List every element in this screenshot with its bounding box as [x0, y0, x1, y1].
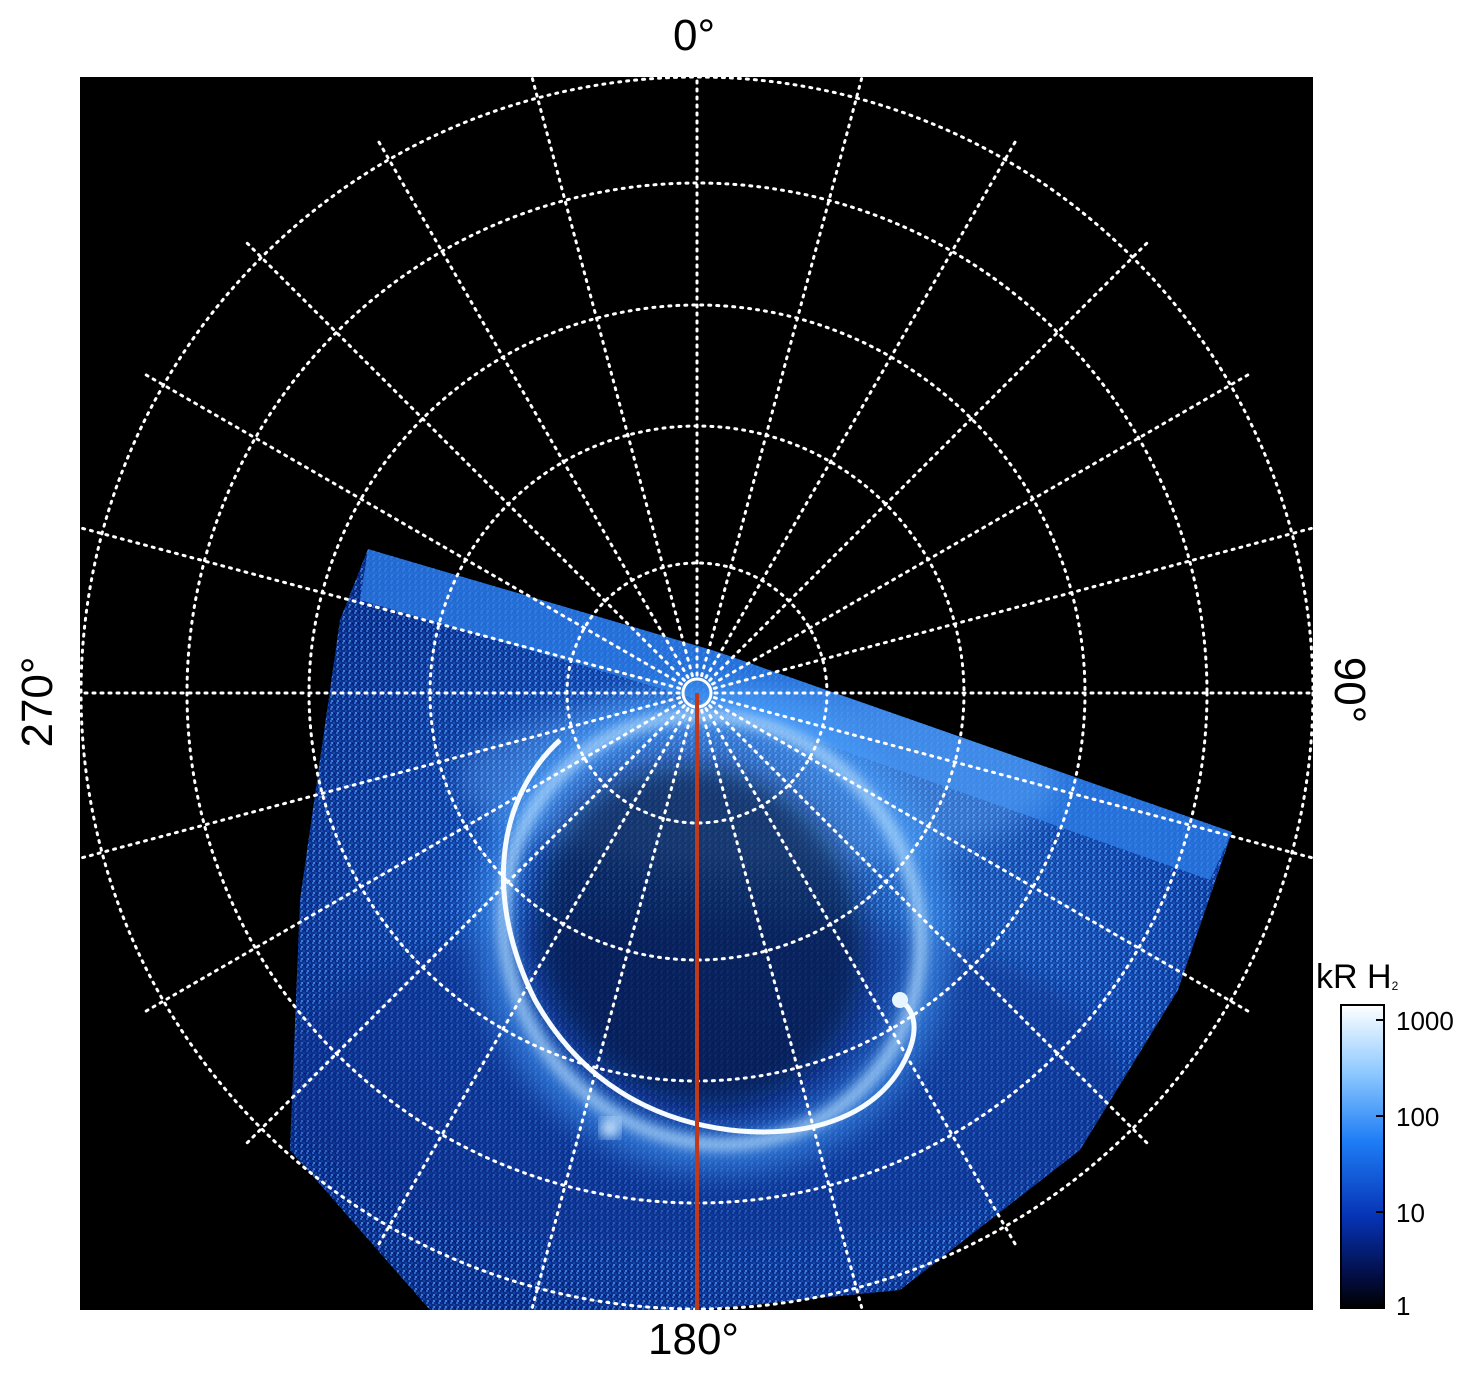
axis-label-180: 180° [648, 1315, 740, 1364]
colorbar-tick-label: 10 [1396, 1198, 1425, 1228]
grid-spoke [700, 77, 864, 678]
grid-spoke [708, 704, 1152, 1148]
grid-spoke [704, 707, 1019, 1249]
axis-label-90: 90° [1325, 656, 1374, 724]
colorbar-title-text: kR H [1316, 958, 1392, 996]
grid-spoke [530, 77, 694, 678]
grid-spoke [711, 371, 1253, 686]
colorbar [1340, 1004, 1385, 1309]
colorbar-ticks [1376, 1019, 1384, 1306]
grid-spoke [530, 708, 694, 1310]
grid-spoke [708, 238, 1152, 682]
grid-spoke [80, 696, 682, 860]
grid-spoke [375, 137, 690, 679]
grid-spoke [242, 238, 686, 682]
grid-spoke [375, 707, 690, 1249]
axis-label-0: 0° [673, 11, 716, 60]
grid-spoke [712, 526, 1313, 690]
axis-label-270: 270° [13, 656, 62, 748]
grid-spoke [141, 700, 683, 1015]
colorbar-title-subscript: 2 [1391, 979, 1399, 993]
colorbar-tick-label: 1 [1396, 1291, 1411, 1321]
grid-spoke [712, 696, 1313, 860]
grid-spoke [242, 704, 686, 1148]
colorbar-tick-label: 1000 [1396, 1006, 1454, 1036]
colorbar-tick-label: 100 [1396, 1102, 1440, 1132]
grid-spoke [700, 708, 864, 1310]
colorbar-gradient [1340, 1004, 1385, 1309]
grid-spoke [141, 371, 683, 686]
grid-spoke [704, 137, 1019, 679]
colorbar-title: kR H2 [1316, 958, 1398, 997]
grid-spoke [711, 700, 1253, 1015]
grid-spoke [80, 526, 682, 690]
